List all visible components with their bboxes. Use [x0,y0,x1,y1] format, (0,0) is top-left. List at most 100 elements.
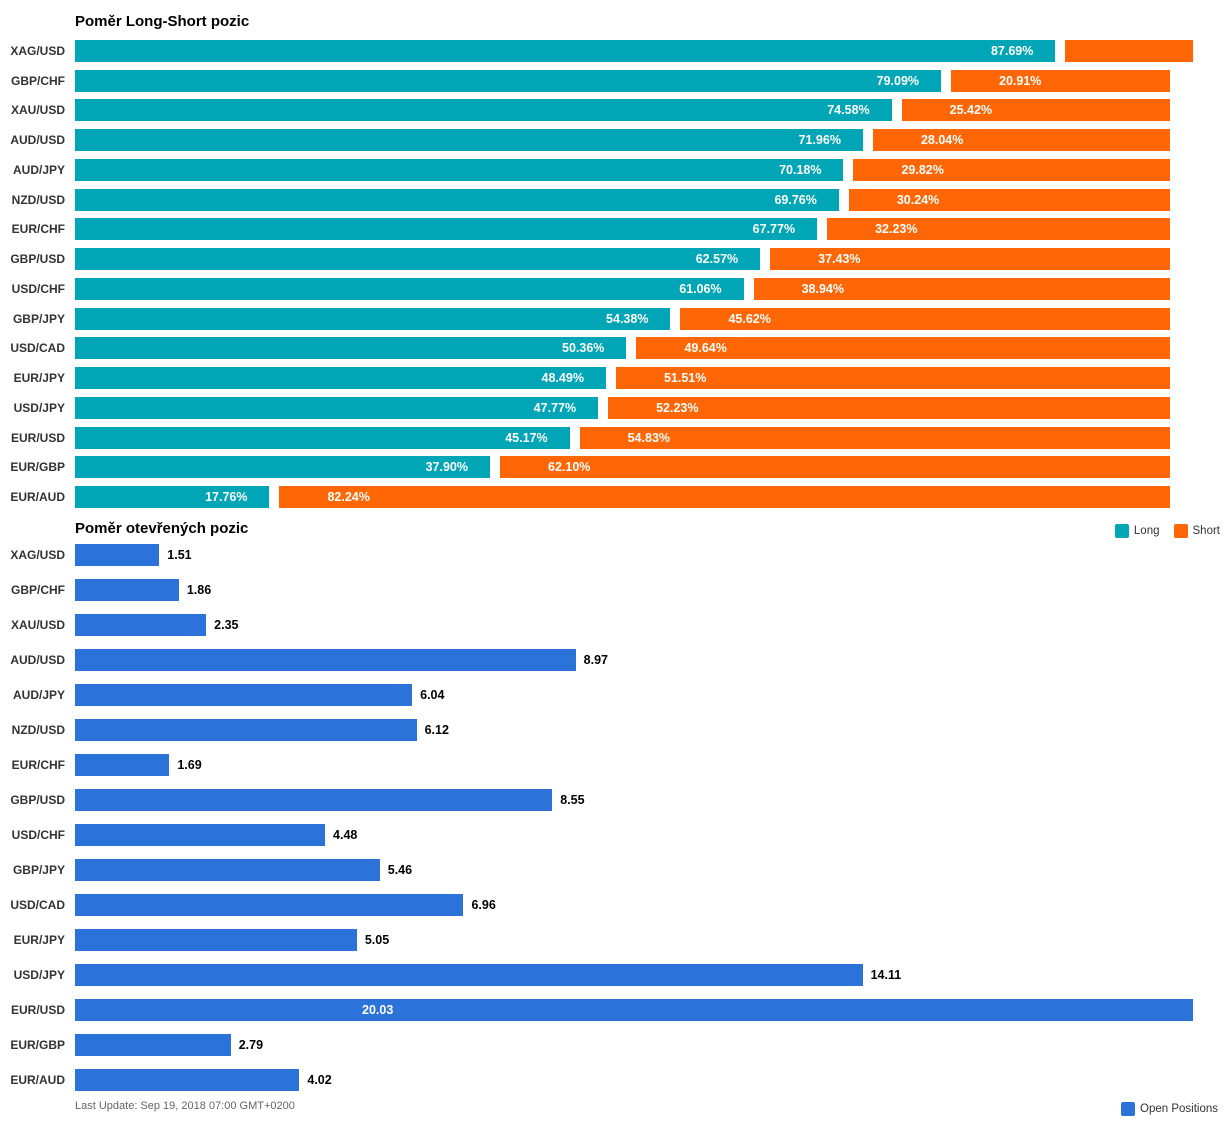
legend-label: Open Positions [1140,1103,1218,1115]
value-label: 1.51 [167,547,192,562]
open-positions-row: USD/CHF 4.48 [0,817,1226,852]
category-label: EUR/USD [10,1002,65,1017]
long-short-row: USD/CAD 50.36% 49.64% [0,334,1226,364]
open-positions-row: XAU/USD 2.35 [0,607,1226,642]
open-positions-row: GBP/JPY 5.46 [0,852,1226,887]
bar-track: 4.02 [75,1068,1193,1091]
value-label: 6.96 [471,897,496,912]
legend-item-open-positions[interactable]: Open Positions [1121,1102,1218,1116]
category-label: NZD/USD [11,192,65,207]
bar-track: 74.58% 25.42% [75,99,1170,122]
last-update-text: Last Update: Sep 19, 2018 07:00 GMT+0200 [75,1100,295,1112]
category-label: EUR/CHF [11,757,65,772]
bar-track: 1.86 [75,578,1193,601]
long-bar: 50.36% [75,337,627,360]
long-bar: 69.76% [75,188,839,211]
bar-track: 87.69% [75,39,1193,62]
short-value-label: 52.23% [656,400,699,415]
short-value-label: 32.23% [875,222,918,237]
open-positions-row: USD/JPY 14.11 [0,957,1226,992]
short-bar: 37.43% [770,248,1170,271]
value-label: 6.12 [424,722,449,737]
open-positions-row: EUR/USD 20.03 [0,992,1226,1027]
bar-track: 6.04 [75,683,1193,706]
long-short-row: EUR/GBP 37.90% 62.10% [0,453,1226,483]
long-value-label: 79.09% [876,73,920,88]
bar-track: 70.18% 29.82% [75,158,1170,181]
open-positions-row: GBP/USD 8.55 [0,782,1226,817]
open-positions-bar [75,718,417,741]
open-positions-row: GBP/CHF 1.86 [0,572,1226,607]
long-bar: 87.69% [75,39,1056,62]
bar-track: 1.51 [75,543,1193,566]
open-positions-row: USD/CAD 6.96 [0,887,1226,922]
long-bar: 45.17% [75,426,570,449]
value-label: 1.69 [177,757,202,772]
long-value-label: 17.76% [205,490,248,505]
long-short-row: GBP/CHF 79.09% 20.91% [0,66,1226,96]
short-value-label: 20.91% [999,73,1042,88]
long-value-label: 71.96% [798,133,841,148]
short-value-label: 45.62% [728,311,771,326]
open-positions-bar [75,823,326,846]
long-short-row: USD/JPY 47.77% 52.23% [0,393,1226,423]
category-label: EUR/AUD [10,490,65,505]
legend-swatch [1114,524,1129,538]
long-bar: 62.57% [75,248,761,271]
open-positions-row: XAG/USD 1.51 [0,537,1226,572]
value-label: 1.86 [186,582,212,597]
short-value-label: 54.83% [627,430,671,445]
long-short-chart: XAG/USD 87.69% GBP/CHF 79.09% 20.91% XAU/USD 7… [0,36,1226,512]
bar-track: 67.77% 32.23% [75,218,1170,241]
bar-track: 54.38% 45.62% [75,307,1170,330]
long-bar: 67.77% [75,218,818,241]
long-value-label: 48.49% [541,371,584,386]
short-value-label: 82.24% [327,490,370,505]
short-value-label: 62.10% [548,460,591,475]
short-bar: 28.04% [872,129,1170,152]
open-positions-row: AUD/USD 8.97 [0,642,1226,677]
bar-track: 2.35 [75,613,1193,636]
category-label: EUR/JPY [13,932,65,947]
legend-label: Short [1192,525,1221,537]
category-label: GBP/USD [10,792,65,807]
legend-item-long[interactable]: Long [1114,524,1160,538]
bar-track: 5.46 [75,858,1193,881]
long-short-row: NZD/USD 69.76% 30.24% [0,185,1226,215]
category-label: XAU/USD [10,617,65,632]
open-positions-bar [75,578,179,601]
category-label: EUR/USD [10,430,65,445]
long-bar: 37.90% [75,456,490,479]
bar-track: 20.03 [75,998,1193,1021]
bar-track: 47.77% 52.23% [75,396,1170,419]
short-bar: 29.82% [853,158,1170,181]
long-bar: 48.49% [75,367,606,390]
value-label: 6.04 [420,687,445,702]
open-positions-row: NZD/USD 6.12 [0,712,1226,747]
long-short-row: AUD/JPY 70.18% 29.82% [0,155,1226,185]
short-bar: 62.10% [500,456,1170,479]
short-bar [1065,39,1193,62]
long-value-label: 37.90% [425,460,468,475]
open-positions-chart: XAG/USD 1.51 GBP/CHF 1.86 XAU/USD 2.35 AUD/USD… [0,537,1226,1097]
open-positions-bar [75,858,380,881]
bar-track: 4.48 [75,823,1193,846]
category-label: EUR/GBP [10,1037,65,1052]
open-positions-bar [75,543,160,566]
category-label: GBP/JPY [12,311,65,326]
value-label: 14.11 [870,967,902,982]
open-positions-row: EUR/GBP 2.79 [0,1027,1226,1062]
category-label: USD/JPY [13,400,65,415]
bar-track: 45.17% 54.83% [75,426,1170,449]
short-value-label: 28.04% [920,133,964,148]
bar-track: 8.55 [75,788,1193,811]
bar-track: 37.90% 62.10% [75,456,1170,479]
bar-track: 5.05 [75,928,1193,951]
long-value-label: 70.18% [779,162,822,177]
open-positions-bar [75,648,576,671]
value-label: 2.79 [238,1037,264,1052]
legend-item-short[interactable]: Short [1173,524,1221,538]
category-label: USD/CAD [10,341,65,356]
category-label: GBP/CHF [11,582,65,597]
